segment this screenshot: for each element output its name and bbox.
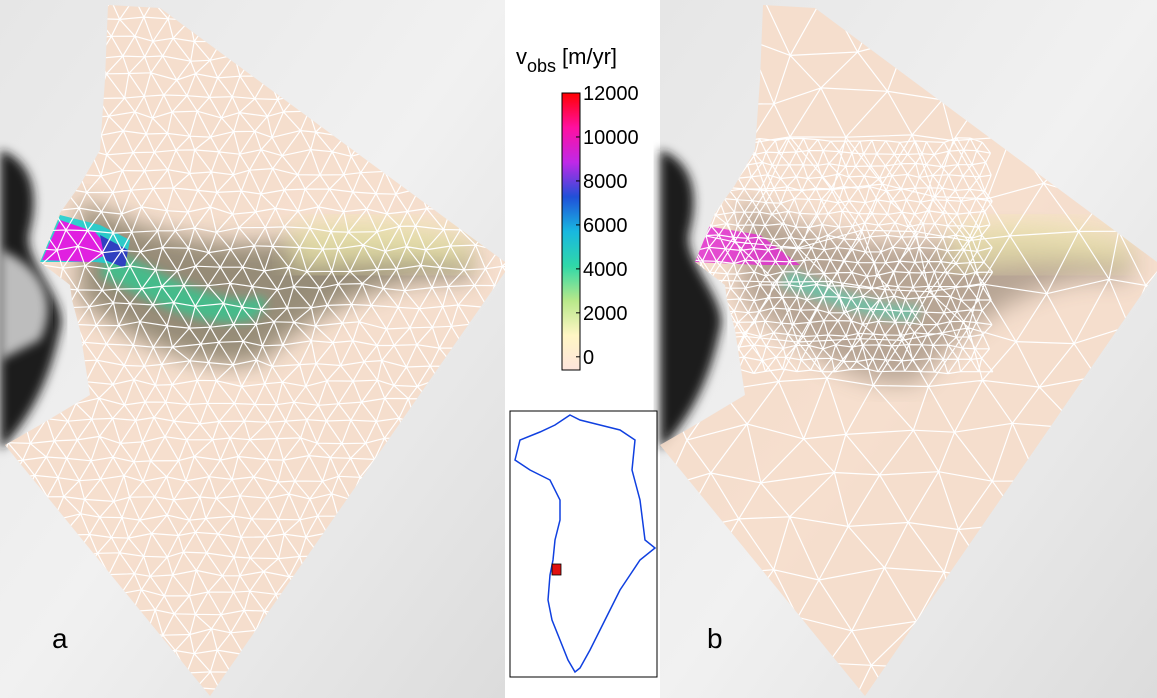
colorbar-tick-label: 0 (583, 347, 594, 369)
label-subscript: obs (527, 56, 556, 76)
colorbar-tick-label: 2000 (583, 303, 628, 325)
inset-frame (509, 410, 658, 678)
panel-label: a (52, 623, 68, 654)
colorbar-tick-label: 6000 (583, 215, 628, 237)
colorbar-label: vobs [m/yr] (516, 44, 617, 76)
panel-a: a (0, 0, 505, 698)
study-area-marker (551, 563, 562, 576)
panel-label: b (707, 623, 723, 654)
colorbar-tick-label: 8000 (583, 171, 628, 193)
colorbar-bar (561, 92, 581, 371)
colorbar-tick-label: 10000 (583, 127, 639, 149)
label-unit: [m/yr] (562, 44, 617, 69)
ocean-dark (660, 150, 722, 450)
colorbar: vobs [m/yr] 0 2000 4000 6000 8000 10000 12000 (516, 44, 639, 371)
location-inset (509, 410, 658, 678)
greenland-outline (514, 414, 657, 674)
colorbar-tick-label: 4000 (583, 259, 628, 281)
ice-melange (0, 250, 48, 360)
colorbar-tick-label: 12000 (583, 83, 639, 105)
label-symbol: v (516, 44, 527, 69)
panel-b: b (660, 0, 1157, 698)
